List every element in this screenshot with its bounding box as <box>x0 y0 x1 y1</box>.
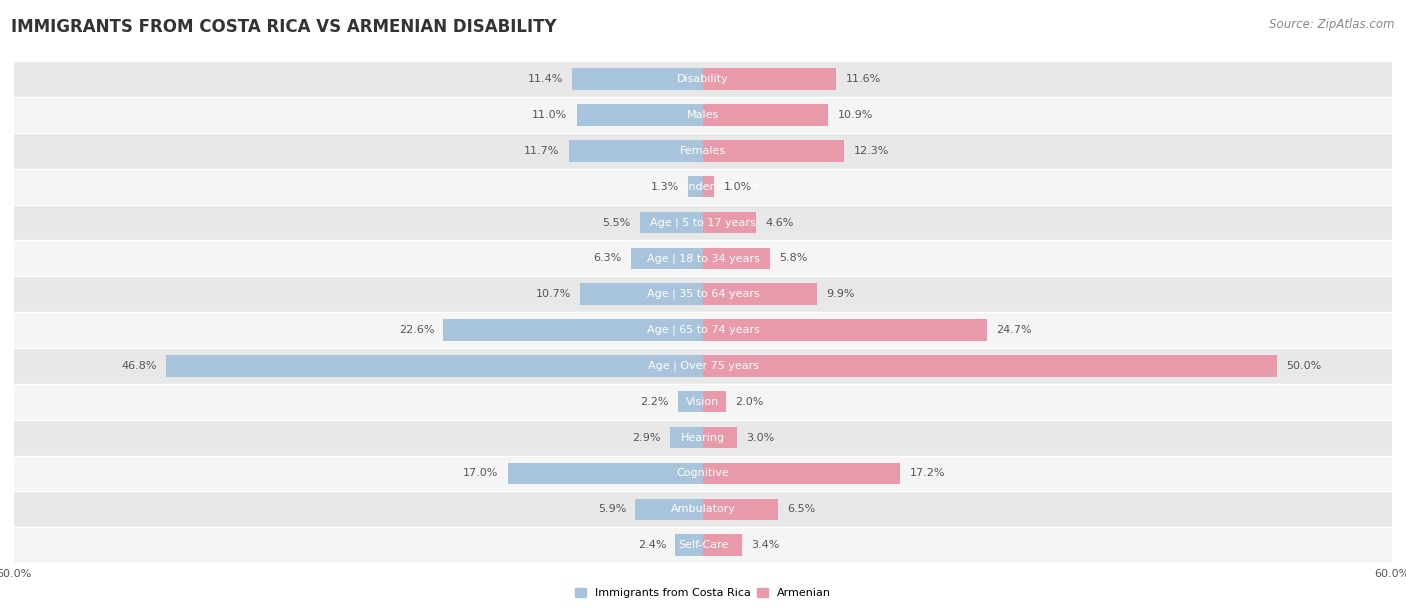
Bar <box>581 283 703 305</box>
Bar <box>703 212 756 233</box>
Text: 46.8%: 46.8% <box>121 361 156 371</box>
Bar <box>508 463 703 484</box>
Text: Source: ZipAtlas.com: Source: ZipAtlas.com <box>1270 18 1395 31</box>
Text: 5.5%: 5.5% <box>602 217 631 228</box>
Bar <box>669 427 703 449</box>
Bar <box>14 420 1392 455</box>
Bar <box>703 319 987 341</box>
Text: 1.0%: 1.0% <box>724 182 752 192</box>
Bar <box>688 176 703 198</box>
Text: 5.8%: 5.8% <box>779 253 807 263</box>
Text: 4.6%: 4.6% <box>765 217 793 228</box>
Text: Hearing: Hearing <box>681 433 725 442</box>
Bar <box>703 427 738 449</box>
Text: 2.0%: 2.0% <box>735 397 763 407</box>
Bar <box>14 491 1392 527</box>
Text: 2.2%: 2.2% <box>640 397 669 407</box>
Text: 9.9%: 9.9% <box>825 289 855 299</box>
Bar <box>14 348 1392 384</box>
Text: 6.5%: 6.5% <box>787 504 815 514</box>
Bar <box>675 534 703 556</box>
Text: 11.4%: 11.4% <box>527 74 562 84</box>
Text: Self-Care: Self-Care <box>678 540 728 550</box>
Legend: Immigrants from Costa Rica, Armenian: Immigrants from Costa Rica, Armenian <box>571 583 835 603</box>
Bar <box>572 69 703 90</box>
Text: 3.0%: 3.0% <box>747 433 775 442</box>
Text: 17.2%: 17.2% <box>910 468 945 479</box>
Bar <box>166 355 703 376</box>
Bar <box>14 527 1392 563</box>
Bar <box>640 212 703 233</box>
Text: 24.7%: 24.7% <box>995 325 1032 335</box>
Text: Age | 5 to 17 years: Age | 5 to 17 years <box>650 217 756 228</box>
Text: Age | 18 to 34 years: Age | 18 to 34 years <box>647 253 759 264</box>
Bar <box>703 355 1277 376</box>
Text: Cognitive: Cognitive <box>676 468 730 479</box>
Text: Age | 65 to 74 years: Age | 65 to 74 years <box>647 325 759 335</box>
Text: 6.3%: 6.3% <box>593 253 621 263</box>
Text: 10.9%: 10.9% <box>838 110 873 120</box>
Text: Disability: Disability <box>678 74 728 84</box>
Text: Females: Females <box>681 146 725 156</box>
Bar <box>703 176 714 198</box>
Text: Ambulatory: Ambulatory <box>671 504 735 514</box>
Bar <box>636 499 703 520</box>
Text: Age | Over 75 years: Age | Over 75 years <box>648 360 758 371</box>
Text: 11.6%: 11.6% <box>845 74 880 84</box>
Bar <box>14 204 1392 241</box>
Bar <box>14 312 1392 348</box>
Bar <box>568 140 703 162</box>
Bar <box>703 283 817 305</box>
Bar <box>631 248 703 269</box>
Text: Males: Males <box>688 110 718 120</box>
Bar <box>703 69 837 90</box>
Text: Age | 35 to 64 years: Age | 35 to 64 years <box>647 289 759 299</box>
Bar <box>443 319 703 341</box>
Bar <box>14 384 1392 420</box>
Text: 5.9%: 5.9% <box>598 504 626 514</box>
Bar <box>14 455 1392 491</box>
Bar <box>703 463 900 484</box>
Bar <box>14 61 1392 97</box>
Bar <box>703 248 769 269</box>
Text: Age | Under 5 years: Age | Under 5 years <box>648 181 758 192</box>
Bar <box>703 499 778 520</box>
Text: 1.3%: 1.3% <box>651 182 679 192</box>
Bar <box>14 97 1392 133</box>
Text: 2.9%: 2.9% <box>633 433 661 442</box>
Text: 11.0%: 11.0% <box>533 110 568 120</box>
Bar <box>14 241 1392 276</box>
Text: 2.4%: 2.4% <box>638 540 666 550</box>
Text: 50.0%: 50.0% <box>1286 361 1322 371</box>
Bar <box>703 140 844 162</box>
Text: 17.0%: 17.0% <box>463 468 499 479</box>
Text: Vision: Vision <box>686 397 720 407</box>
Bar <box>678 391 703 412</box>
Bar <box>14 133 1392 169</box>
Bar <box>703 391 725 412</box>
Bar <box>703 534 742 556</box>
Bar <box>14 169 1392 204</box>
Text: IMMIGRANTS FROM COSTA RICA VS ARMENIAN DISABILITY: IMMIGRANTS FROM COSTA RICA VS ARMENIAN D… <box>11 18 557 36</box>
Text: 12.3%: 12.3% <box>853 146 889 156</box>
Text: 10.7%: 10.7% <box>536 289 571 299</box>
Bar <box>703 104 828 125</box>
Text: 22.6%: 22.6% <box>399 325 434 335</box>
Text: 3.4%: 3.4% <box>751 540 779 550</box>
Text: 11.7%: 11.7% <box>524 146 560 156</box>
Bar <box>576 104 703 125</box>
Bar <box>14 276 1392 312</box>
